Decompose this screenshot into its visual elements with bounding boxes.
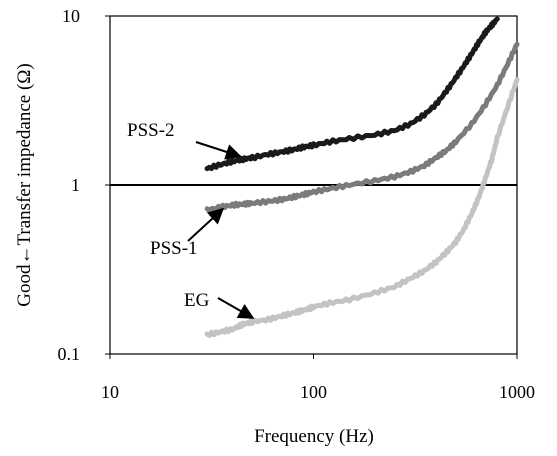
series-group xyxy=(204,16,520,338)
annotation-arrow-pss-2 xyxy=(195,141,242,160)
x-tick-label: 100 xyxy=(300,382,327,402)
series-line-pss-2 xyxy=(204,16,500,172)
annotation-arrow-eg xyxy=(217,297,255,319)
annotation-group: PSS-2 PSS-1 EG xyxy=(127,120,255,319)
y-axis-label: Good←Transfer impedance (Ω) xyxy=(14,63,35,306)
annotation-pss-1: PSS-1 xyxy=(150,238,198,259)
x-tick-labels: 10 100 1000 xyxy=(101,382,535,402)
y-tick-labels: 0.1 1 10 xyxy=(58,6,81,364)
annotation-eg: EG xyxy=(184,290,210,311)
y-tick-label: 1 xyxy=(71,175,80,195)
x-axis-label: Frequency (Hz) xyxy=(254,426,374,447)
x-tick-label: 1000 xyxy=(499,382,535,402)
series-line-eg xyxy=(204,77,520,338)
x-tick-label: 10 xyxy=(101,382,119,402)
series-line-pss-1 xyxy=(204,41,520,214)
annotation-pss-2: PSS-2 xyxy=(127,120,175,141)
annotation-arrow-pss-1 xyxy=(187,207,225,242)
y-tick-label: 0.1 xyxy=(58,344,81,364)
y-tick-label: 10 xyxy=(62,6,80,26)
